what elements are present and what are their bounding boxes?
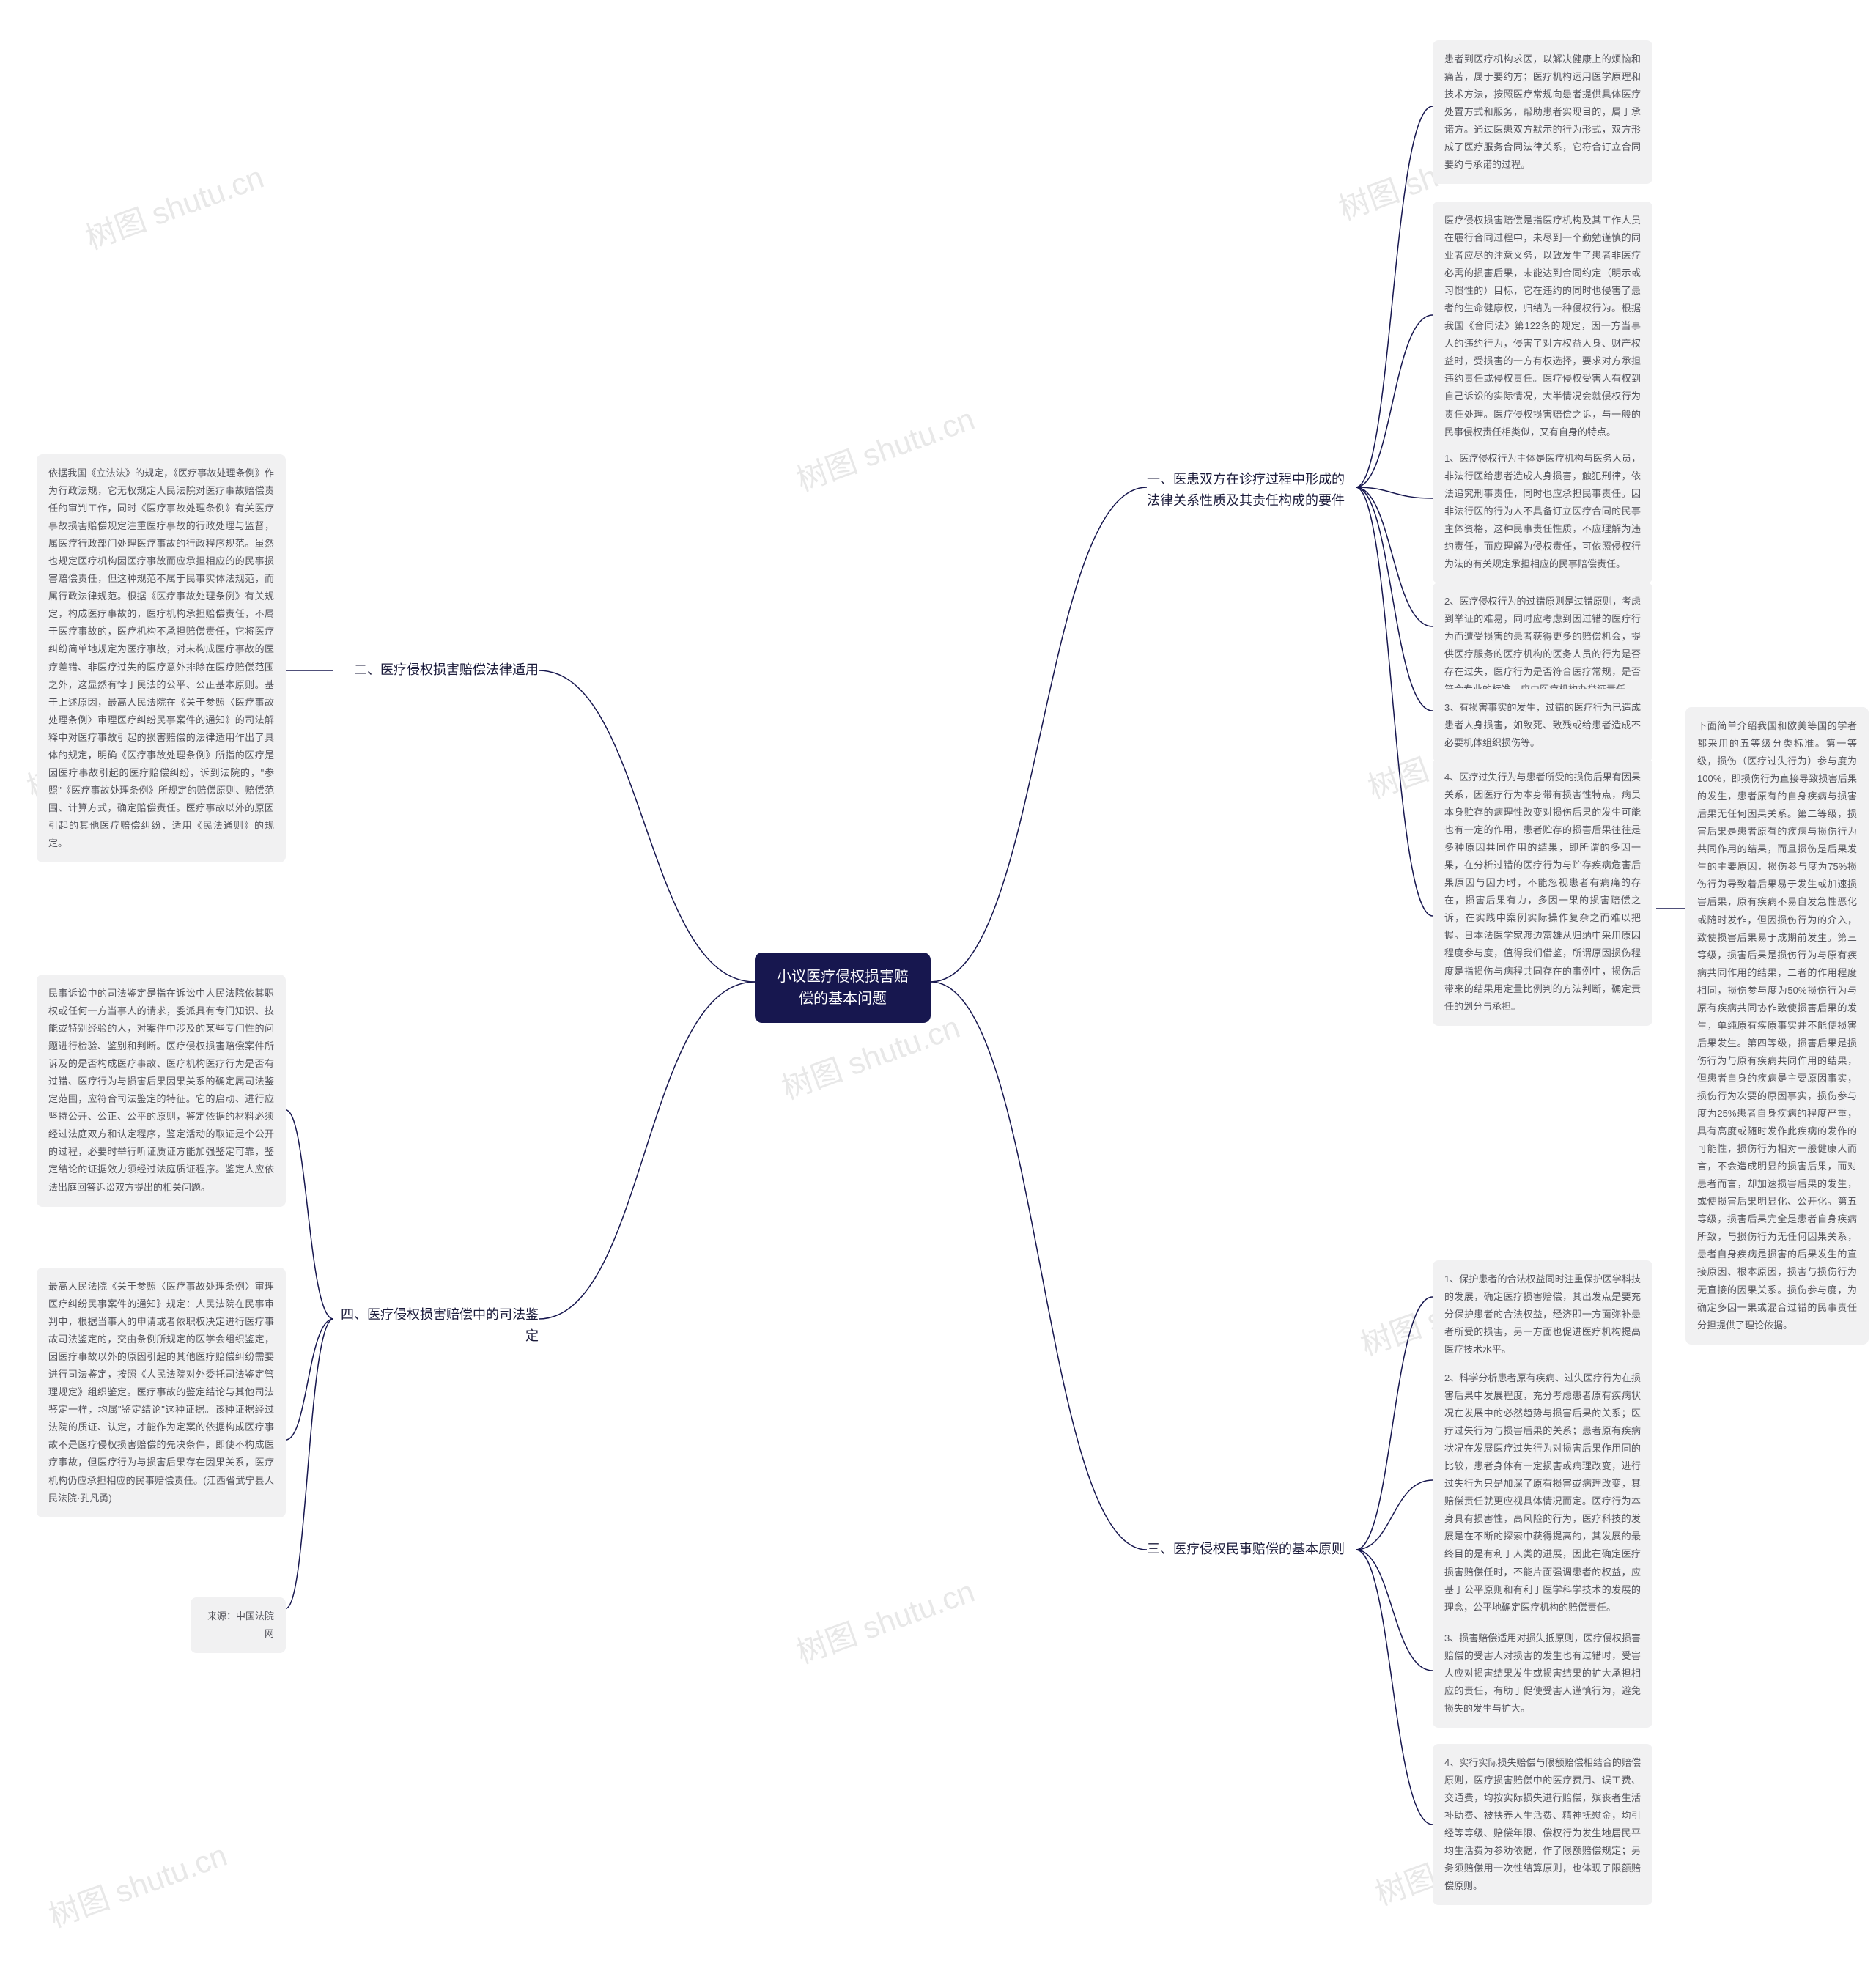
leaf-4c: 来源：中国法院网: [191, 1597, 286, 1653]
leaf-4a: 民事诉讼中的司法鉴定是指在诉讼中人民法院依其职权或任何一方当事人的请求，委派具有…: [37, 975, 286, 1207]
branch-2: 二、医疗侵权损害赔偿法律适用: [333, 659, 539, 681]
leaf-3a: 1、保护患者的合法权益同时注重保护医学科技的发展，确定医疗损害赔偿，其出发点是要…: [1433, 1260, 1652, 1369]
watermark: 树图 shutu.cn: [789, 1567, 980, 1672]
leaf-3d: 4、实行实际损失赔偿与限额赔偿相结合的赔偿原则，医疗损害赔偿中的医疗费用、误工费…: [1433, 1744, 1652, 1905]
leaf-1c: 1、医疗侵权行为主体是医疗机构与医务人员，非法行医给患者造成人身损害，触犯刑律，…: [1433, 440, 1652, 583]
leaf-3b: 2、科学分析患者原有疾病、过失医疗行为在损害后果中发展程度，充分考虑患者原有疾病…: [1433, 1359, 1652, 1627]
center-node: 小议医疗侵权损害赔偿的基本问题: [755, 953, 931, 1023]
branch-1: 一、医患双方在诊疗过程中形成的法律关系性质及其责任构成的要件: [1147, 469, 1352, 511]
branch-3: 三、医疗侵权民事赔偿的基本原则: [1147, 1539, 1352, 1560]
leaf-3c: 3、损害赔偿适用对损失抵原则，医疗侵权损害赔偿的受害人对损害的发生也有过错时，受…: [1433, 1619, 1652, 1728]
leaf-1b: 医疗侵权损害赔偿是指医疗机构及其工作人员在履行合同过程中，未尽到一个勤勉谨慎的同…: [1433, 202, 1652, 451]
leaf-1f-ext: 下面简单介绍我国和欧美等国的学者都采用的五等级分类标准。第一等级，损伤（医疗过失…: [1685, 707, 1869, 1345]
watermark: 树图 shutu.cn: [789, 394, 980, 500]
leaf-1e: 3、有损害事实的发生，过错的医疗行为已造成患者人身损害，如致死、致残或给患者造成…: [1433, 689, 1652, 762]
leaf-1f: 4、医疗过失行为与患者所受的损伤后果有因果关系，因医疗行为本身带有损害性特点，病…: [1433, 758, 1652, 1026]
leaf-4b: 最高人民法院《关于参照〈医疗事故处理条例〉审理医疗纠纷民事案件的通知》规定：人民…: [37, 1268, 286, 1517]
leaf-1a: 患者到医疗机构求医，以解决健康上的烦恼和痛苦，属于要约方；医疗机构运用医学原理和…: [1433, 40, 1652, 184]
watermark: 树图 shutu.cn: [42, 1830, 232, 1936]
watermark: 树图 shutu.cn: [78, 152, 269, 258]
branch-4: 四、医疗侵权损害赔偿中的司法鉴定: [333, 1304, 539, 1347]
leaf-2: 依据我国《立法法》的规定，《医疗事故处理条例》作为行政法规，它无权规定人民法院对…: [37, 454, 286, 862]
